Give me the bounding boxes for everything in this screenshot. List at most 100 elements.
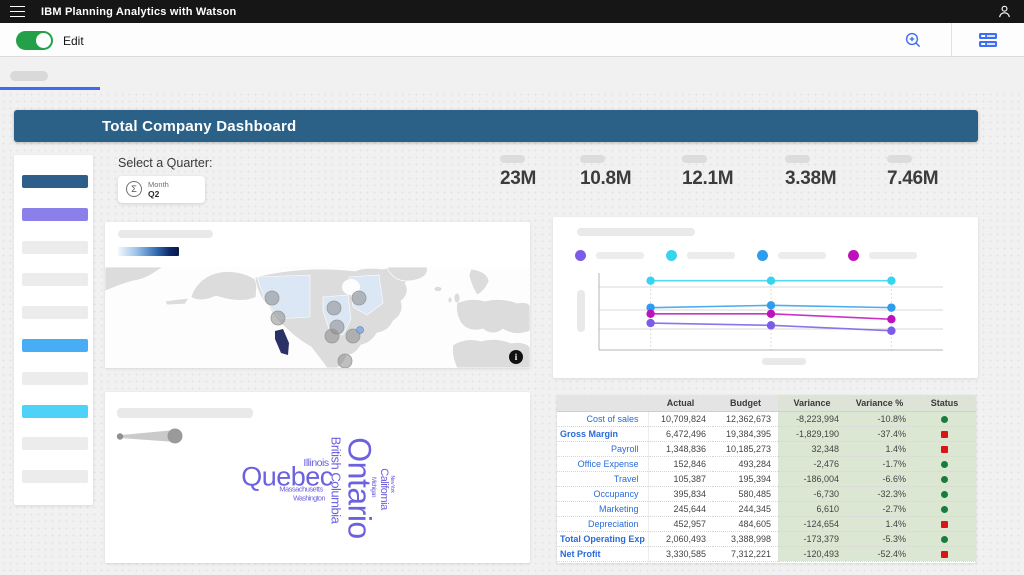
kpi-label-placeholder	[500, 155, 525, 163]
wordcloud-word[interactable]: Quebec	[241, 461, 333, 492]
data-point-series-magenta[interactable]	[646, 309, 655, 319]
status-cell	[913, 426, 976, 442]
slider-handle[interactable]	[167, 428, 183, 444]
data-point-series-cyan[interactable]	[766, 276, 776, 285]
table-cell: 10,709,824	[648, 411, 713, 427]
map-marker	[356, 326, 364, 334]
map-region-california[interactable]	[275, 329, 289, 355]
data-point-series-magenta[interactable]	[766, 309, 776, 319]
legend-list-item-placeholder[interactable]	[22, 437, 88, 450]
status-cell	[913, 531, 976, 547]
table-row: Marketing 245,644 244,345 6,610 -2.7%	[557, 501, 976, 517]
row-label-link[interactable]: Occupancy	[557, 486, 649, 502]
user-icon[interactable]	[997, 4, 1012, 19]
row-label-link[interactable]: Total Operating Exp	[557, 531, 649, 547]
legend-list-item-placeholder[interactable]	[22, 273, 88, 286]
data-tray-icon[interactable]	[978, 30, 998, 50]
data-point-series-purple[interactable]	[646, 318, 655, 328]
map-marker	[326, 300, 342, 316]
legend-list-item[interactable]	[22, 339, 88, 352]
legend-item[interactable]	[848, 249, 917, 261]
wordcloud-word[interactable]: Michigan	[370, 476, 376, 498]
active-tab-underline	[0, 87, 100, 90]
legend-list-item-placeholder[interactable]	[22, 241, 88, 254]
wordcloud-title-placeholder	[117, 408, 253, 418]
table-cell: -173,379	[778, 531, 846, 547]
table-row: Cost of sales 10,709,824 12,362,673 -8,223,…	[557, 411, 976, 427]
row-label-link[interactable]: Net Profit	[557, 546, 649, 562]
table-cell: -6.6%	[846, 471, 913, 487]
wordcloud-size-slider[interactable]	[113, 425, 193, 447]
table-cell: 3,388,998	[713, 531, 778, 547]
data-point-series-purple[interactable]	[766, 321, 776, 330]
legend-item[interactable]	[575, 249, 644, 261]
row-label-link[interactable]: Travel	[557, 471, 649, 487]
table-cell: 452,957	[648, 516, 713, 532]
table-cell: 244,345	[713, 501, 778, 517]
data-point-series-magenta[interactable]	[887, 315, 896, 324]
selected-quarter-value: Q2	[148, 189, 160, 199]
data-point-series-cyan[interactable]	[646, 276, 655, 285]
legend-list-item-placeholder[interactable]	[22, 372, 88, 385]
kpi-value: 7.46M	[887, 168, 939, 189]
slider-min-handle[interactable]	[116, 433, 124, 440]
table-cell: 12,362,673	[713, 411, 778, 427]
wordcloud-word[interactable]: New York	[389, 475, 395, 493]
legend-list-item[interactable]	[22, 208, 88, 221]
wordcloud-word[interactable]: Massachusetts	[279, 484, 323, 494]
wordcloud-card: Quebec Illinois Massachusetts Washington Bri…	[105, 392, 530, 563]
kpi-item: 7.46M	[887, 155, 939, 190]
row-label-link[interactable]: Cost of sales	[557, 411, 649, 427]
row-label-link[interactable]: Payroll	[557, 441, 649, 457]
table-cell: -1,829,190	[778, 426, 846, 442]
status-indicator-green-circle	[941, 505, 948, 513]
active-tab-placeholder[interactable]	[10, 71, 48, 81]
legend-list-item-placeholder[interactable]	[22, 306, 88, 319]
map-region-western-canada[interactable]	[256, 274, 311, 320]
table-cell: 10,185,273	[713, 441, 778, 457]
map-title-placeholder	[118, 230, 213, 238]
legend-dot	[575, 249, 586, 261]
data-point-series-blue[interactable]	[887, 303, 896, 312]
x-axis-label-placeholder	[762, 358, 806, 365]
legend-list-item[interactable]	[22, 175, 88, 188]
kpi-item: 10.8M	[580, 155, 632, 190]
edit-toggle[interactable]	[16, 31, 53, 50]
line-chart-title-placeholder	[577, 228, 695, 236]
data-point-series-blue[interactable]	[766, 301, 776, 310]
table-cell: -6,730	[778, 486, 846, 502]
month-selector[interactable]: Σ Month Q2	[118, 176, 205, 203]
row-label-link[interactable]: Office Expense	[557, 456, 649, 472]
table-cell: -8,223,994	[778, 411, 846, 427]
table-cell: 195,394	[713, 471, 778, 487]
legend-list-item-placeholder[interactable]	[22, 470, 88, 483]
legend-list-item[interactable]	[22, 405, 88, 418]
y-axis-label-placeholder	[577, 290, 585, 332]
map-marker	[324, 328, 340, 344]
kpi-label-placeholder	[785, 155, 810, 163]
info-icon[interactable]: i	[509, 350, 523, 364]
wordcloud-word[interactable]: Washington	[293, 495, 325, 503]
legend-dot	[666, 249, 677, 261]
zoom-in-icon[interactable]	[903, 30, 923, 50]
status-indicator-red-square	[941, 445, 948, 453]
legend-item[interactable]	[757, 249, 826, 261]
table-cell: 1.4%	[846, 516, 913, 532]
row-label-link[interactable]: Marketing	[557, 501, 649, 517]
row-label-link[interactable]: Gross Margin	[557, 426, 649, 442]
hamburger-menu-icon[interactable]	[10, 5, 26, 18]
table-cell: -5.3%	[846, 531, 913, 547]
legend-label-placeholder	[778, 251, 826, 259]
legend-item[interactable]	[666, 249, 735, 261]
data-point-series-purple[interactable]	[887, 326, 896, 335]
kpi-value: 12.1M	[682, 168, 734, 189]
table-column-header: Variance	[778, 395, 846, 412]
table-cell: -1.7%	[846, 456, 913, 472]
data-point-series-blue[interactable]	[646, 303, 655, 312]
dashboard-title: Total Company Dashboard	[102, 117, 297, 135]
dashboard-content: Total Company Dashboard Select a Quarter…	[0, 91, 1024, 575]
row-label-link[interactable]: Depreciation	[557, 516, 649, 532]
data-point-series-cyan[interactable]	[887, 276, 896, 285]
wordcloud-word[interactable]: Illinois	[303, 457, 329, 469]
map-marker	[345, 328, 361, 344]
